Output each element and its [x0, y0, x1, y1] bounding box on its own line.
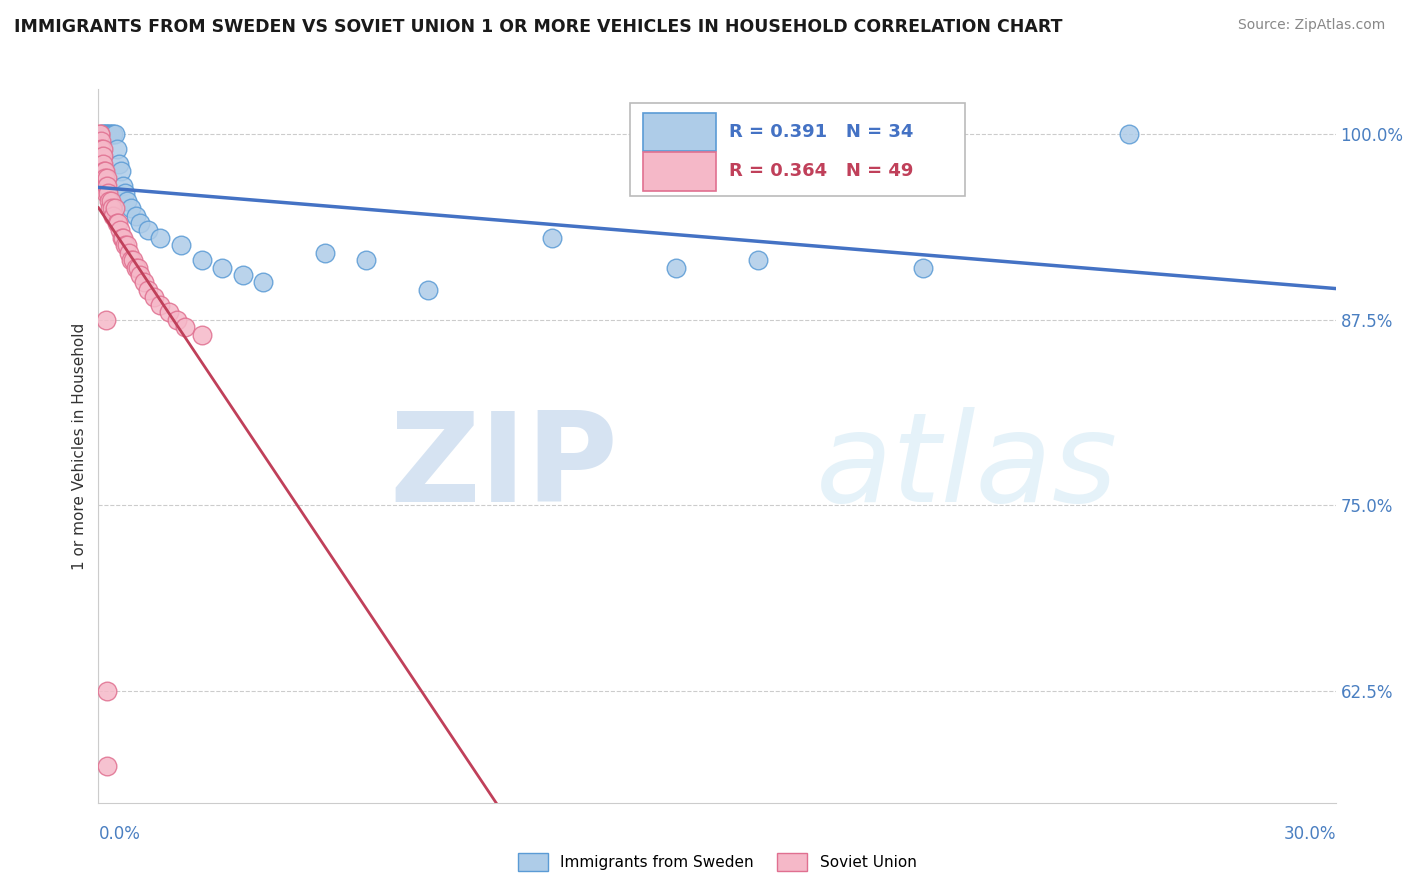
Point [127, 260, 149, 275]
Point [190, 253, 212, 268]
Text: Source: ZipAtlas.com: Source: ZipAtlas.com [1237, 18, 1385, 32]
Text: atlas: atlas [815, 407, 1118, 528]
Point [314, 245, 336, 260]
Point [114, 186, 136, 201]
Point [96, 171, 118, 186]
Point [122, 253, 145, 268]
Point [93, 127, 115, 141]
Point [96, 127, 118, 141]
Point [120, 253, 142, 268]
Point [104, 127, 127, 141]
FancyBboxPatch shape [630, 103, 965, 196]
Point [100, 127, 122, 141]
Point [103, 209, 125, 223]
Point [97, 186, 120, 201]
Point [124, 260, 146, 275]
Point [98, 194, 121, 208]
Point [114, 238, 136, 252]
Point [132, 276, 155, 290]
Point [90, 149, 112, 163]
Point [93, 171, 115, 186]
Point [110, 164, 132, 178]
Point [665, 260, 688, 275]
Point [91, 156, 114, 170]
Point [89, 127, 111, 141]
Point [112, 178, 135, 193]
Point [98, 127, 121, 141]
Point [94, 127, 117, 141]
Text: R = 0.391   N = 34: R = 0.391 N = 34 [730, 123, 914, 141]
Point [103, 127, 125, 141]
Point [190, 327, 212, 342]
Point [91, 149, 114, 163]
Point [100, 194, 122, 208]
Point [105, 142, 128, 156]
FancyBboxPatch shape [643, 112, 716, 152]
Point [128, 268, 150, 282]
Point [136, 223, 159, 237]
Point [157, 305, 180, 319]
Point [149, 231, 172, 245]
Point [356, 253, 378, 268]
Point [128, 216, 150, 230]
Point [120, 201, 142, 215]
Point [107, 216, 129, 230]
Point [166, 312, 188, 326]
Point [1118, 127, 1140, 141]
Point [112, 231, 135, 245]
Point [90, 142, 112, 156]
Text: IMMIGRANTS FROM SWEDEN VS SOVIET UNION 1 OR MORE VEHICLES IN HOUSEHOLD CORRELATI: IMMIGRANTS FROM SWEDEN VS SOVIET UNION 1… [14, 18, 1063, 36]
Point [232, 268, 254, 282]
Point [93, 164, 115, 178]
Legend: Immigrants from Sweden, Soviet Union: Immigrants from Sweden, Soviet Union [512, 847, 922, 877]
FancyBboxPatch shape [643, 152, 716, 191]
Point [91, 142, 114, 156]
Point [94, 312, 117, 326]
Point [94, 171, 117, 186]
Point [96, 186, 118, 201]
Point [252, 276, 274, 290]
Text: 30.0%: 30.0% [1284, 825, 1336, 843]
Point [143, 290, 166, 304]
Point [96, 684, 118, 698]
Point [124, 209, 146, 223]
Point [108, 156, 131, 170]
Point [93, 156, 115, 170]
Point [912, 260, 935, 275]
Point [96, 178, 118, 193]
Point [174, 320, 197, 334]
Text: 0.0%: 0.0% [98, 825, 141, 843]
Point [170, 238, 193, 252]
Text: R = 0.364   N = 49: R = 0.364 N = 49 [730, 162, 914, 180]
Point [90, 134, 112, 148]
Point [94, 178, 117, 193]
Y-axis label: 1 or more Vehicles in Household: 1 or more Vehicles in Household [72, 322, 87, 570]
Point [93, 164, 115, 178]
Point [110, 231, 132, 245]
Point [108, 223, 131, 237]
Point [90, 127, 112, 141]
Point [117, 194, 139, 208]
Point [117, 238, 139, 252]
Text: ZIP: ZIP [389, 407, 619, 528]
Point [98, 201, 121, 215]
Point [418, 283, 440, 297]
Point [136, 283, 159, 297]
Point [89, 127, 111, 141]
Point [94, 178, 117, 193]
Point [211, 260, 233, 275]
Point [105, 216, 128, 230]
Point [541, 231, 564, 245]
Point [104, 201, 127, 215]
Point [149, 298, 172, 312]
Point [96, 758, 118, 772]
Point [118, 245, 141, 260]
Point [747, 253, 769, 268]
Point [101, 201, 124, 215]
Point [93, 127, 115, 141]
Point [97, 127, 120, 141]
